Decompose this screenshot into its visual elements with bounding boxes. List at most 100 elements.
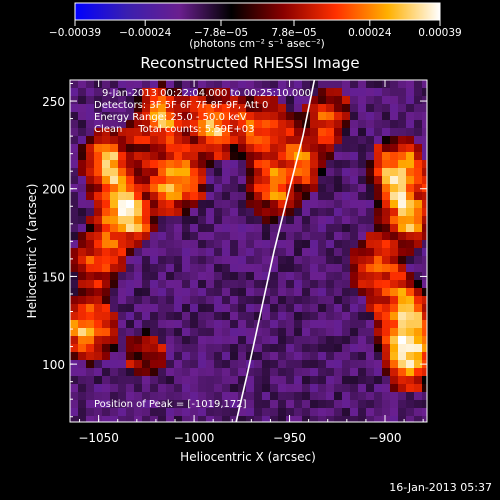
heatmap-cell — [86, 200, 95, 209]
heatmap-cell — [278, 152, 287, 161]
x-tick-label: −900 — [369, 431, 402, 445]
heatmap-cell — [214, 224, 223, 233]
heatmap-cell — [174, 304, 183, 313]
heatmap-cell — [246, 192, 255, 201]
heatmap-cell — [182, 384, 191, 393]
heatmap-cell — [278, 176, 287, 185]
heatmap-cell — [342, 328, 351, 337]
heatmap-cell — [70, 296, 79, 305]
heatmap-cell — [174, 416, 183, 422]
heatmap-cell — [198, 248, 207, 257]
heatmap-cell — [294, 184, 303, 193]
heatmap-cell — [198, 392, 207, 401]
heatmap-cell — [342, 304, 351, 313]
heatmap-cell — [142, 280, 151, 289]
heatmap-cell — [78, 416, 87, 422]
heatmap-cell — [278, 104, 287, 113]
heatmap-cell — [158, 256, 167, 265]
heatmap-cell — [166, 192, 175, 201]
heatmap-cell — [334, 216, 343, 225]
heatmap-cell — [254, 296, 263, 305]
heatmap-cell — [366, 416, 375, 422]
heatmap-cell — [414, 232, 423, 241]
heatmap-cell — [270, 168, 279, 177]
heatmap-cell — [382, 368, 391, 377]
heatmap-cell — [134, 408, 143, 417]
heatmap-cell — [174, 296, 183, 305]
heatmap-cell — [230, 384, 239, 393]
heatmap-cell — [134, 120, 143, 129]
heatmap-cell — [206, 416, 215, 422]
heatmap-cell — [110, 280, 119, 289]
heatmap-cell — [166, 120, 175, 129]
heatmap-cell — [398, 160, 407, 169]
heatmap-cell — [294, 336, 303, 345]
heatmap-cell — [358, 256, 367, 265]
heatmap-cell — [390, 120, 399, 129]
heatmap-cell — [342, 352, 351, 361]
heatmap-cell — [262, 168, 271, 177]
heatmap-cell — [318, 328, 327, 337]
heatmap-cell — [358, 80, 367, 89]
annotation-clean: Clean Total counts: 5.59E+03 — [94, 124, 254, 135]
heatmap-cell — [366, 296, 375, 305]
heatmap-cell — [414, 248, 423, 257]
heatmap-cell — [422, 104, 427, 113]
heatmap-cell — [294, 256, 303, 265]
heatmap-cell — [78, 392, 87, 401]
heatmap-cell — [86, 184, 95, 193]
heatmap-cell — [214, 176, 223, 185]
heatmap-cell — [126, 248, 135, 257]
heatmap-cell — [118, 232, 127, 241]
heatmap-cell — [358, 112, 367, 121]
heatmap-cell — [350, 248, 359, 257]
heatmap-cell — [390, 296, 399, 305]
heatmap-cell — [358, 248, 367, 257]
heatmap-cell — [302, 192, 311, 201]
heatmap-cell — [246, 136, 255, 145]
heatmap-cell — [134, 400, 143, 409]
heatmap-cell — [150, 224, 159, 233]
heatmap-cell — [310, 264, 319, 273]
heatmap-cell — [246, 176, 255, 185]
heatmap-cell — [262, 304, 271, 313]
heatmap-cell — [350, 376, 359, 385]
heatmap-cell — [318, 336, 327, 345]
heatmap-cell — [382, 176, 391, 185]
heatmap-cell — [158, 80, 167, 89]
heatmap-cell — [86, 240, 95, 249]
heatmap-cell — [382, 88, 391, 97]
heatmap-cell — [334, 232, 343, 241]
heatmap-cell — [110, 200, 119, 209]
heatmap-cell — [390, 240, 399, 249]
heatmap-cell — [326, 344, 335, 353]
heatmap-cell — [366, 256, 375, 265]
heatmap-cell — [246, 152, 255, 161]
heatmap-cell — [214, 136, 223, 145]
heatmap-cell — [94, 360, 103, 369]
heatmap-cell — [142, 136, 151, 145]
heatmap-cell — [190, 384, 199, 393]
heatmap-cell — [110, 376, 119, 385]
heatmap-cell — [126, 416, 135, 422]
heatmap-cell — [86, 376, 95, 385]
heatmap-cell — [406, 120, 415, 129]
heatmap-cell — [174, 192, 183, 201]
heatmap-cell — [110, 168, 119, 177]
heatmap-cell — [310, 184, 319, 193]
heatmap-cell — [198, 160, 207, 169]
heatmap-cell — [334, 248, 343, 257]
heatmap-cell — [310, 256, 319, 265]
heatmap-cell — [278, 168, 287, 177]
heatmap-cell — [358, 312, 367, 321]
heatmap-cell — [126, 392, 135, 401]
heatmap-cell — [422, 80, 427, 89]
heatmap-cell — [382, 264, 391, 273]
heatmap-cell — [286, 192, 295, 201]
heatmap-cell — [342, 376, 351, 385]
heatmap-cell — [318, 216, 327, 225]
heatmap-cell — [166, 368, 175, 377]
heatmap-cell — [230, 304, 239, 313]
heatmap-cell — [374, 280, 383, 289]
heatmap-cell — [166, 168, 175, 177]
